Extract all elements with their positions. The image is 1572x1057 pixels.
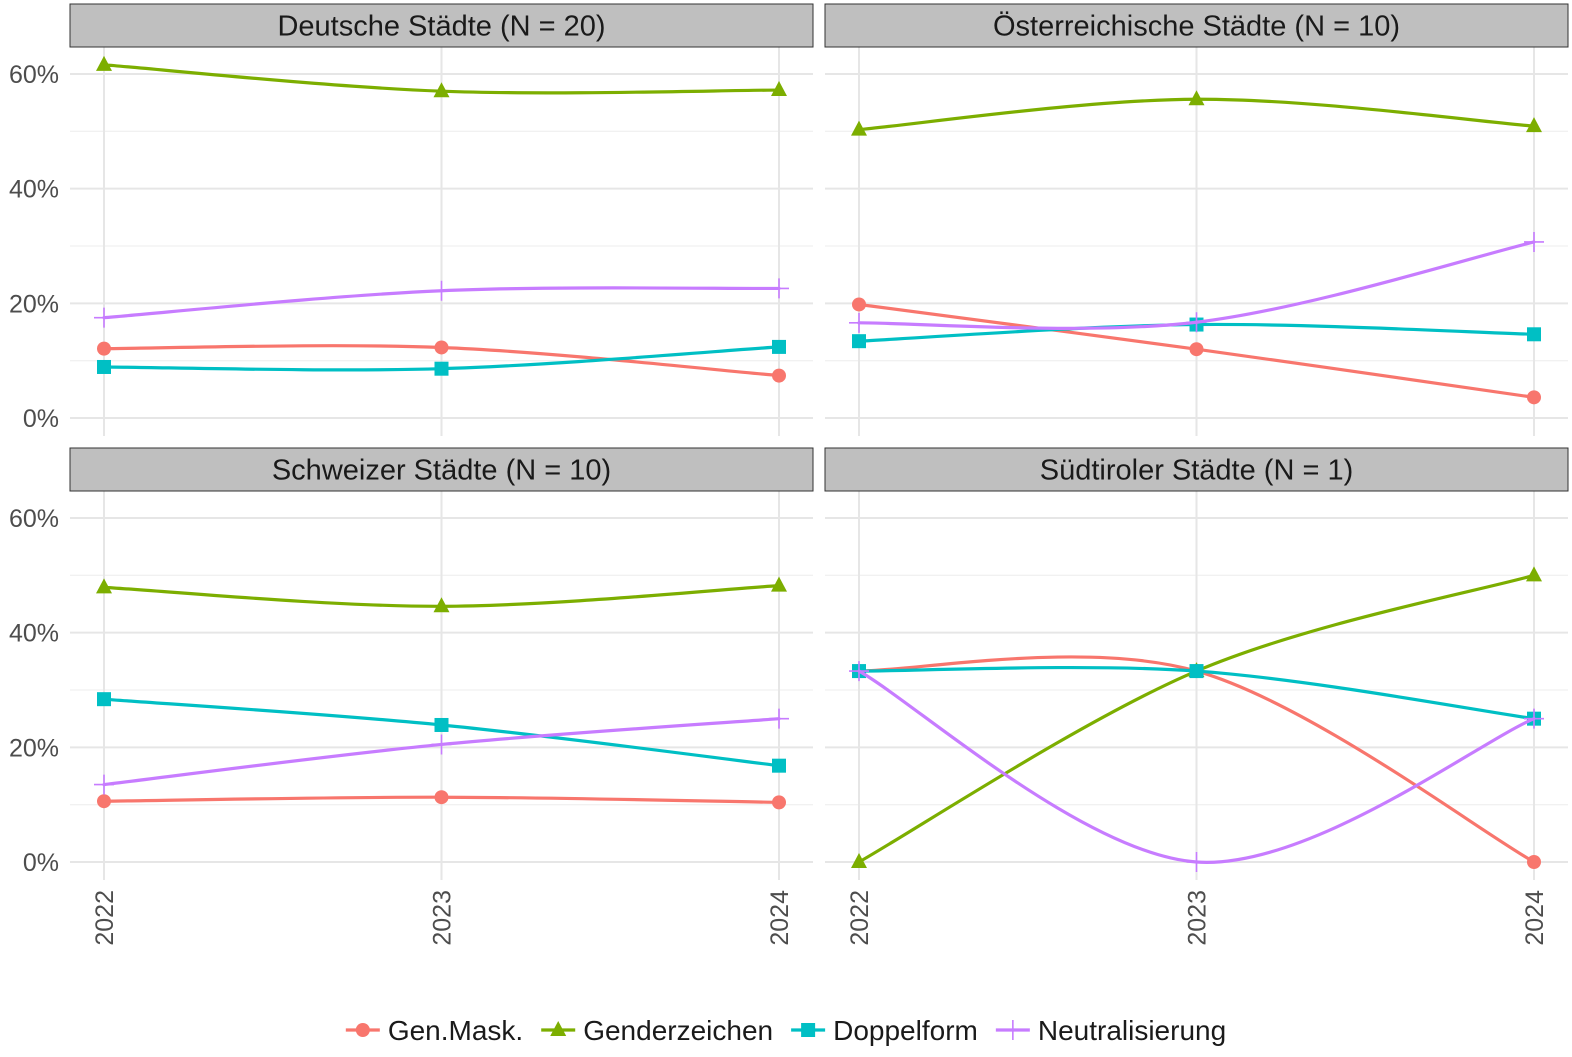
panel-schweizer-staedte-n-10: Schweizer Städte (N = 10) 0% 20% 40% 60% 2022…	[9, 447, 814, 946]
legend-label: Neutralisierung	[1038, 1015, 1226, 1046]
data-point-neutralisierung	[431, 734, 452, 755]
data-point-genderzeichen	[96, 578, 112, 594]
facet-strip	[824, 3, 1569, 48]
data-point-gen-mask	[97, 794, 111, 809]
data-point-neutralisierung	[431, 280, 452, 301]
legend-label: Doppelform	[833, 1015, 978, 1046]
panel-deutsche-staedte-n-20: Deutsche Städte (N = 20) 0% 20% 40% 60%	[9, 3, 814, 436]
data-point-genderzeichen	[1188, 90, 1205, 106]
data-point-gen-mask	[1527, 855, 1541, 869]
x-tick-label: 2023	[1184, 890, 1212, 946]
legend-label: Gen.Mask.	[388, 1015, 523, 1046]
y-tick-label: 40%	[9, 176, 59, 204]
data-point-neutralisierung	[1524, 708, 1544, 729]
data-point-gen-mask	[434, 340, 449, 355]
facet-title: Südtiroler Städte (N = 1)	[1040, 455, 1354, 487]
data-point-doppelform	[772, 339, 786, 354]
data-point-genderzeichen	[433, 82, 450, 98]
facet-strip	[824, 447, 1569, 492]
data-point-neutralisierung	[769, 708, 789, 729]
data-point-neutralisierung	[849, 661, 869, 682]
data-point-genderzeichen	[433, 597, 450, 613]
data-point-neutralisierung	[1186, 852, 1207, 872]
data-point-gen-mask	[852, 297, 866, 312]
legend-item-doppelform: Doppelform	[791, 1015, 978, 1046]
y-tick-label: 20%	[9, 290, 59, 318]
y-tick-label: 60%	[9, 61, 59, 89]
y-tick-label: 0%	[23, 849, 59, 877]
y-tick-label: 0%	[23, 405, 59, 433]
x-tick-label: 2024	[766, 890, 794, 946]
facet-title: Schweizer Städte (N = 10)	[272, 455, 611, 487]
data-point-doppelform	[852, 334, 866, 349]
data-point-neutralisierung	[1524, 231, 1544, 252]
legend-item-genderzeichen: Genderzeichen	[541, 1015, 773, 1046]
panel-oesterreichische-staedte-n-10: Österreichische Städte (N = 10)	[824, 3, 1569, 436]
data-point-doppelform	[1527, 327, 1541, 342]
data-point-doppelform	[97, 692, 111, 707]
data-point-neutralisierung	[94, 307, 114, 328]
y-tick-label: 20%	[9, 734, 59, 762]
data-point-gen-mask	[434, 790, 449, 805]
data-point-neutralisierung	[1186, 312, 1207, 333]
data-point-doppelform	[434, 361, 449, 376]
legend-item-gen-mask: Gen.Mask.	[345, 1015, 523, 1046]
legend-key-marker	[355, 1023, 370, 1037]
data-point-genderzeichen	[851, 853, 867, 868]
y-tick-label: 60%	[9, 505, 59, 533]
data-point-gen-mask	[1527, 390, 1541, 405]
facet-strip	[69, 3, 814, 48]
data-point-genderzeichen	[96, 55, 112, 71]
data-point-gen-mask	[772, 368, 786, 383]
data-point-doppelform	[1189, 664, 1204, 679]
data-point-genderzeichen	[771, 81, 787, 97]
data-point-genderzeichen	[1526, 566, 1542, 582]
facet-title: Österreichische Städte (N = 10)	[993, 11, 1400, 43]
x-tick-label: 2023	[429, 890, 457, 946]
legend-key-marker	[1002, 1020, 1023, 1040]
y-tick-label: 40%	[9, 620, 59, 648]
legend-key-marker	[801, 1023, 816, 1037]
data-point-gen-mask	[1189, 342, 1204, 357]
legend: Gen.Mask. Genderzeichen Doppelform Neutrali…	[345, 1015, 1226, 1046]
data-point-genderzeichen	[771, 576, 787, 592]
data-point-neutralisierung	[769, 278, 789, 299]
data-point-neutralisierung	[94, 774, 114, 795]
x-tick-label: 2022	[846, 890, 874, 946]
x-tick-label: 2024	[1521, 890, 1549, 946]
legend-item-neutralisierung: Neutralisierung	[995, 1015, 1226, 1046]
panel-suedtiroler-staedte-n-1: Südtiroler Städte (N = 1) 2022 2023 2024	[824, 447, 1569, 946]
x-tick-label: 2022	[91, 890, 119, 946]
legend-key-marker	[550, 1021, 567, 1036]
data-point-gen-mask	[97, 341, 111, 356]
data-point-doppelform	[434, 717, 449, 732]
facet-strip	[69, 447, 814, 492]
legend-label: Genderzeichen	[583, 1015, 773, 1046]
data-point-genderzeichen	[851, 120, 867, 136]
data-point-gen-mask	[772, 795, 786, 810]
data-point-genderzeichen	[1526, 117, 1542, 133]
data-point-doppelform	[772, 758, 786, 773]
facet-title: Deutsche Städte (N = 20)	[277, 11, 605, 43]
data-point-neutralisierung	[849, 312, 869, 333]
data-point-doppelform	[97, 359, 111, 374]
